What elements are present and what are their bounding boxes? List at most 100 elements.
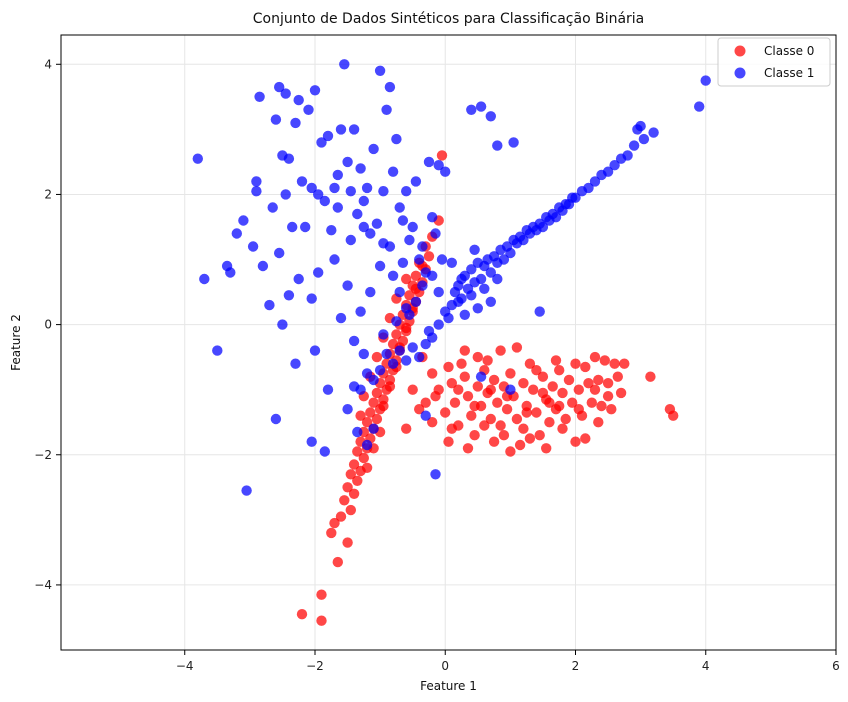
data-point [361,417,373,428]
data-point [387,358,399,369]
data-point [352,426,363,438]
data-point [348,124,360,135]
data-point [446,257,457,268]
data-point [485,267,496,278]
data-point [407,342,418,353]
data-point [518,378,529,389]
data-point [505,247,516,259]
data-point [554,400,565,412]
data-point [602,378,614,389]
data-point [560,413,571,425]
data-point [570,358,581,369]
data-point [368,143,379,155]
data-point [479,283,490,294]
data-point [492,140,503,151]
data-point [355,163,366,174]
data-point [537,387,549,399]
legend-label-classe-0: Classe 0 [764,44,814,58]
data-point [505,368,516,379]
data-point [417,241,428,252]
data-point [700,75,711,86]
x-tick-label: −4 [176,659,194,673]
data-point [199,273,210,285]
data-point [440,407,451,418]
data-point [335,312,347,324]
data-point [277,319,288,330]
ticks: −4 −2 0 2 4 6 −4 −2 0 2 4 [34,57,840,673]
data-point [319,195,330,207]
data-point [443,361,454,373]
data-point [475,273,487,285]
data-point [518,423,529,434]
data-point [466,264,477,275]
data-point [557,387,568,399]
data-point [589,384,601,395]
data-point [430,469,441,480]
data-point [306,436,317,447]
data-point [270,114,282,125]
data-point [313,189,324,200]
data-point [368,397,379,408]
data-point [534,306,545,317]
data-point [456,273,467,285]
data-point [619,358,630,369]
data-point [443,436,454,447]
data-point [361,368,373,379]
data-point [280,189,291,200]
data-point [580,361,591,373]
data-point [348,335,360,347]
data-point [339,495,350,506]
data-point [518,234,529,246]
data-point [609,358,620,369]
data-point [290,117,301,129]
data-point [427,417,438,428]
data-point [348,488,360,499]
data-point [505,384,516,395]
legend-box [717,37,831,87]
data-point [404,234,415,246]
data-point [427,212,438,223]
data-point [345,469,356,480]
data-point [251,186,262,197]
data-point [329,182,340,194]
data-point [495,345,506,356]
data-point [358,195,369,207]
data-point [589,351,601,363]
data-point [498,254,510,265]
data-point [570,436,581,447]
data-point [296,609,308,620]
data-point [492,273,503,285]
data-point [342,537,353,548]
data-point [573,404,584,415]
data-point [583,378,594,389]
data-point [410,270,422,281]
data-point [593,374,604,386]
data-point [410,176,422,187]
data-point [387,166,399,177]
data-point [335,511,347,522]
data-point [397,215,409,226]
data-point [440,166,451,177]
data-point [345,234,356,246]
data-point [329,254,340,265]
data-point [430,391,441,402]
data-point [495,420,506,431]
data-point [511,342,523,353]
data-point [485,413,496,425]
data-point [615,387,627,399]
data-point [469,244,480,255]
data-point [524,358,536,369]
data-point [475,101,487,112]
data-point [505,446,516,457]
data-point [485,384,496,395]
data-point [550,355,562,366]
data-point [469,400,480,412]
data-point [391,316,402,327]
legend-marker-classe-0 [734,45,746,57]
data-point [401,303,412,314]
data-point [508,137,519,148]
data-point [446,423,457,434]
data-point [361,439,373,451]
data-point [563,374,575,386]
